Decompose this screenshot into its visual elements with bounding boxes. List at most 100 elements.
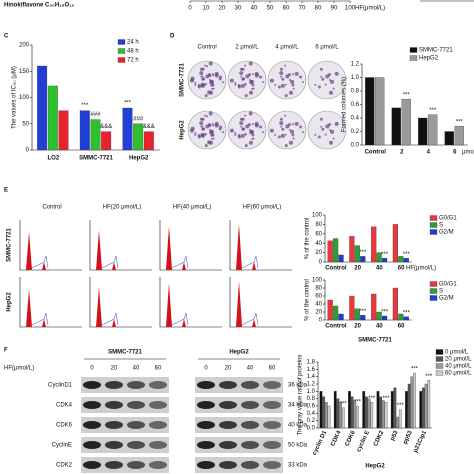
- colony: [252, 87, 255, 90]
- x-tick-label: CDK2: [373, 429, 386, 447]
- bar: [379, 396, 383, 429]
- bar: [58, 110, 69, 151]
- bar: [428, 114, 438, 146]
- blot-dose: 40: [247, 366, 254, 372]
- colony: [204, 132, 207, 135]
- colony: [317, 135, 321, 139]
- annotation: &&&: [100, 124, 112, 130]
- colony: [240, 125, 243, 128]
- band: [197, 381, 215, 389]
- colony: [334, 71, 339, 76]
- bar: [381, 258, 388, 263]
- colony: [259, 125, 263, 129]
- x-tick-label: 20: [354, 266, 361, 272]
- x-tick-label: LO2: [47, 156, 59, 162]
- bar: [353, 400, 357, 429]
- colony: [254, 73, 259, 78]
- bar: [37, 65, 48, 151]
- bar: [392, 224, 399, 263]
- colony: [194, 132, 197, 135]
- colony: [202, 127, 206, 131]
- legend-swatch: [409, 55, 418, 61]
- colony: [299, 125, 303, 129]
- x-tick-label: 40: [376, 266, 383, 272]
- bar: [371, 226, 377, 263]
- colony-row-label: SMMC-7721: [180, 63, 186, 97]
- x-tick-label: 6: [453, 150, 457, 156]
- y-tick-label: 1.6: [307, 367, 316, 373]
- legend-swatch: [429, 288, 438, 294]
- band: [149, 421, 167, 429]
- top-tick-label: 80: [315, 6, 322, 12]
- colony: [207, 90, 212, 95]
- colony: [239, 71, 244, 76]
- blot-strip: [81, 437, 169, 453]
- colony: [274, 133, 277, 136]
- colony: [201, 117, 205, 121]
- bar: [341, 407, 345, 429]
- y-axis-label: % of the control: [305, 279, 311, 321]
- band: [219, 421, 237, 429]
- colony: [222, 131, 225, 134]
- band: [263, 381, 281, 389]
- significance: ***: [382, 396, 390, 402]
- dish: [307, 60, 347, 100]
- annotation: ***: [81, 103, 89, 109]
- colony: [291, 123, 294, 126]
- colony: [274, 83, 277, 86]
- legend-swatch: [429, 215, 438, 221]
- colony: [251, 83, 255, 87]
- colony: [204, 144, 208, 148]
- band: [263, 421, 281, 429]
- colony: [280, 125, 283, 128]
- top-tick-label: 90: [331, 6, 338, 12]
- panel-letter: F: [4, 348, 8, 354]
- blot-strip: [81, 457, 169, 473]
- bar: [381, 400, 385, 429]
- legend-label: G0/G1: [439, 216, 457, 222]
- g1-peak: [166, 283, 172, 327]
- colony: [240, 133, 245, 138]
- flow-axes: [229, 277, 292, 328]
- x-tick-label: Control: [325, 324, 347, 330]
- bar: [365, 396, 368, 429]
- x-tick-label: 40: [376, 324, 383, 330]
- bar: [365, 77, 375, 146]
- colony: [321, 77, 325, 81]
- x-tick-label: pp53: [403, 429, 415, 445]
- colony: [251, 137, 254, 140]
- dish: [227, 60, 267, 100]
- compound-name: Hinokiflavone C₃₀H₁₈O₁₀: [4, 3, 75, 9]
- g1-peak: [26, 232, 32, 270]
- y-tick-label: 1.0: [351, 75, 360, 81]
- colony: [251, 123, 254, 126]
- bar: [339, 402, 342, 429]
- x-tick-label: Control: [325, 266, 347, 272]
- s-phase: [101, 312, 119, 326]
- colony: [244, 132, 247, 135]
- colony: [320, 125, 323, 128]
- band: [263, 401, 281, 409]
- colony: [199, 121, 204, 126]
- colony: [194, 82, 197, 85]
- colony: [319, 67, 323, 71]
- colony: [214, 73, 219, 78]
- bar: [350, 396, 354, 429]
- y-tick-label: 0.0: [351, 143, 360, 149]
- colony: [204, 82, 207, 85]
- x-tick-label: SMMC-7721: [79, 156, 113, 162]
- blot-strip: [81, 397, 169, 413]
- bar: [381, 315, 388, 321]
- bar: [390, 391, 394, 429]
- top-tick-label: 0: [188, 6, 192, 12]
- colony: [294, 71, 299, 76]
- colony: [334, 121, 339, 126]
- significance: ***: [340, 401, 348, 407]
- panel-letter: D: [170, 34, 175, 40]
- dish: [307, 110, 347, 150]
- y-tick-label: 0: [319, 318, 323, 324]
- colony: [289, 129, 291, 131]
- colony: [210, 133, 214, 137]
- bar: [398, 409, 402, 429]
